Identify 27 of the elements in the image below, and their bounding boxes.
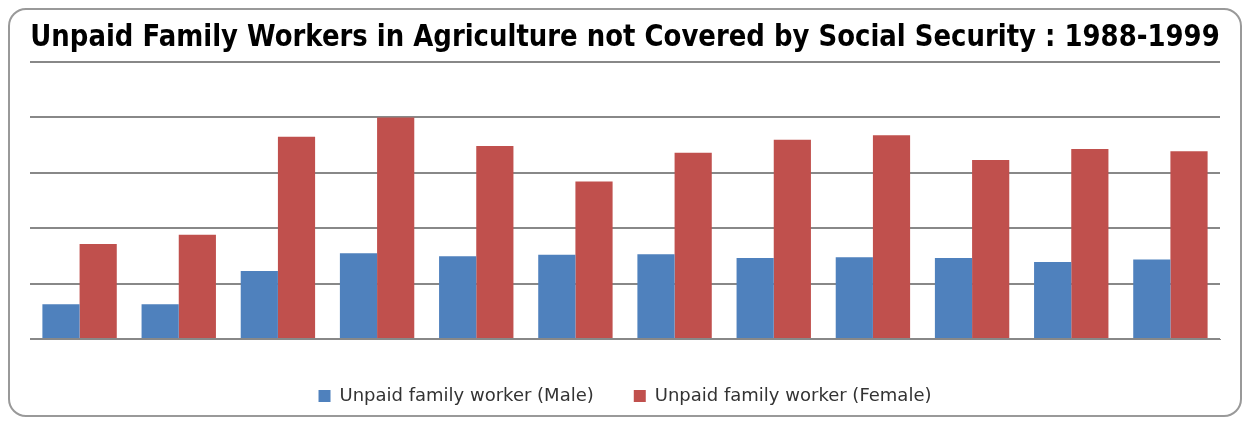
bar xyxy=(1133,259,1171,338)
bar xyxy=(277,136,316,338)
bar xyxy=(141,304,179,338)
bar xyxy=(736,257,774,338)
bar xyxy=(377,117,415,338)
bar xyxy=(1170,151,1208,338)
legend-label: Unpaid family worker (Male) xyxy=(339,383,594,405)
bar xyxy=(439,256,477,338)
bar xyxy=(339,253,378,338)
bar xyxy=(79,243,117,338)
bar xyxy=(637,254,675,338)
bar xyxy=(773,139,811,338)
bar xyxy=(178,234,216,338)
bar xyxy=(835,257,873,338)
bar xyxy=(476,145,514,338)
bar xyxy=(934,257,973,338)
bar xyxy=(972,159,1010,338)
bar xyxy=(42,304,80,338)
bar xyxy=(872,135,911,338)
bar xyxy=(674,152,712,338)
bar xyxy=(538,254,576,338)
chart-title: Unpaid Family Workers in Agriculture not Covered by Social Security : 1988-1999 xyxy=(30,18,1220,54)
bar xyxy=(1071,149,1109,338)
bar xyxy=(1034,261,1072,338)
bar xyxy=(240,270,278,338)
legend-label: Unpaid family worker (Female) xyxy=(654,383,932,405)
bar xyxy=(575,181,613,338)
